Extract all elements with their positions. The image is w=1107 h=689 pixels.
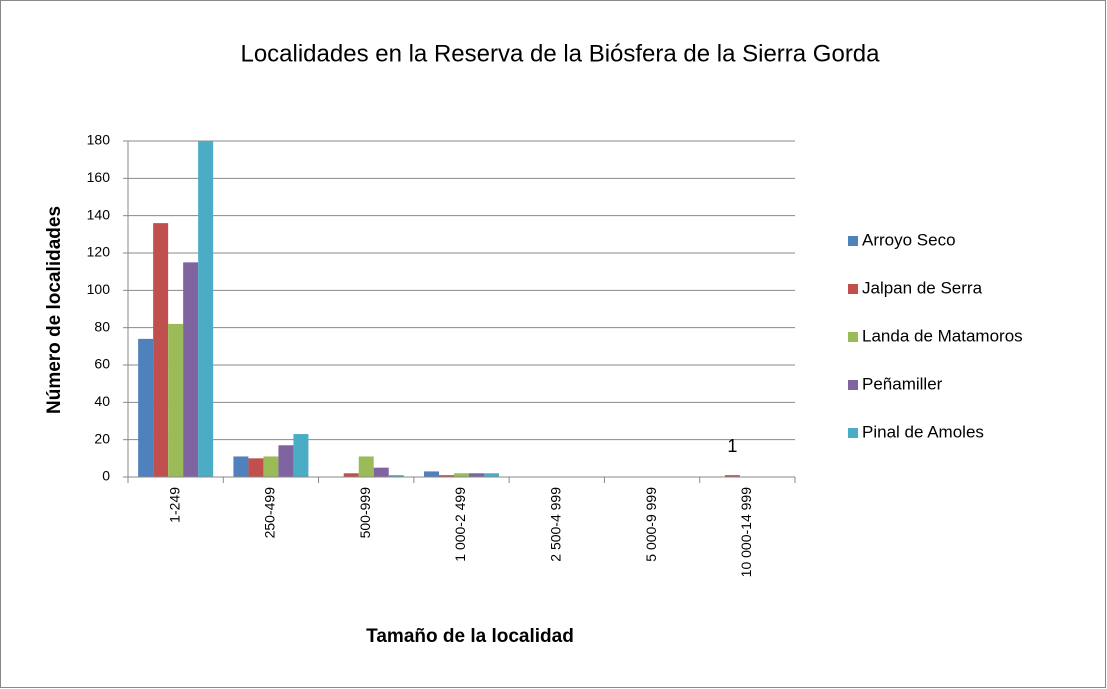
bar [278, 445, 294, 477]
bar [388, 475, 404, 477]
y-axis-title: Número de localidades [44, 206, 65, 414]
bar [248, 458, 264, 477]
bar [724, 475, 740, 477]
bar [183, 262, 199, 477]
x-axis-title: Tamaño de la localidad [366, 626, 574, 647]
y-tick-label: 60 [94, 356, 110, 372]
data-label: 1 [727, 436, 737, 456]
x-tick-label: 2 500-4 999 [547, 487, 563, 562]
y-tick-label: 120 [87, 244, 111, 260]
bar [439, 475, 454, 477]
chart-title: Localidades en la Reserva de la Biósfera… [240, 40, 880, 67]
bar [424, 471, 439, 477]
bar [373, 467, 389, 477]
bar [138, 338, 154, 477]
x-tick-label: 250-499 [262, 487, 278, 539]
x-tick-label: 1-249 [166, 487, 182, 523]
bar [293, 434, 309, 477]
y-tick-label: 140 [87, 206, 111, 222]
bar [343, 473, 359, 477]
legend-swatch [848, 284, 858, 294]
x-tick-label: 500-999 [357, 487, 373, 539]
x-tick-label: 10 000-14 999 [738, 487, 754, 578]
legend-swatch [848, 380, 858, 390]
bar [233, 456, 249, 477]
legend-label: Pinal de Amoles [862, 422, 984, 441]
y-tick-label: 0 [102, 468, 110, 484]
y-tick-label: 40 [94, 393, 110, 409]
bar [358, 456, 374, 477]
y-tick-label: 100 [87, 281, 111, 297]
legend-label: Peñamiller [862, 374, 943, 393]
bar [484, 473, 499, 477]
bar [469, 473, 484, 477]
y-tick-label: 20 [94, 430, 110, 446]
bar [168, 323, 184, 477]
bar [198, 141, 214, 477]
legend-swatch [848, 236, 858, 246]
bar [454, 473, 469, 477]
legend-label: Landa de Matamoros [862, 326, 1023, 345]
x-tick-label: 1 000-2 499 [452, 487, 468, 562]
legend-label: Arroyo Seco [862, 230, 956, 249]
legend-label: Jalpan de Serra [862, 278, 983, 297]
legend-swatch [848, 428, 858, 438]
y-tick-label: 160 [87, 169, 111, 185]
y-tick-label: 180 [87, 132, 111, 148]
legend-swatch [848, 332, 858, 342]
bar [263, 456, 279, 477]
bar [153, 223, 169, 477]
y-tick-label: 80 [94, 318, 110, 334]
x-tick-label: 5 000-9 999 [643, 487, 659, 562]
